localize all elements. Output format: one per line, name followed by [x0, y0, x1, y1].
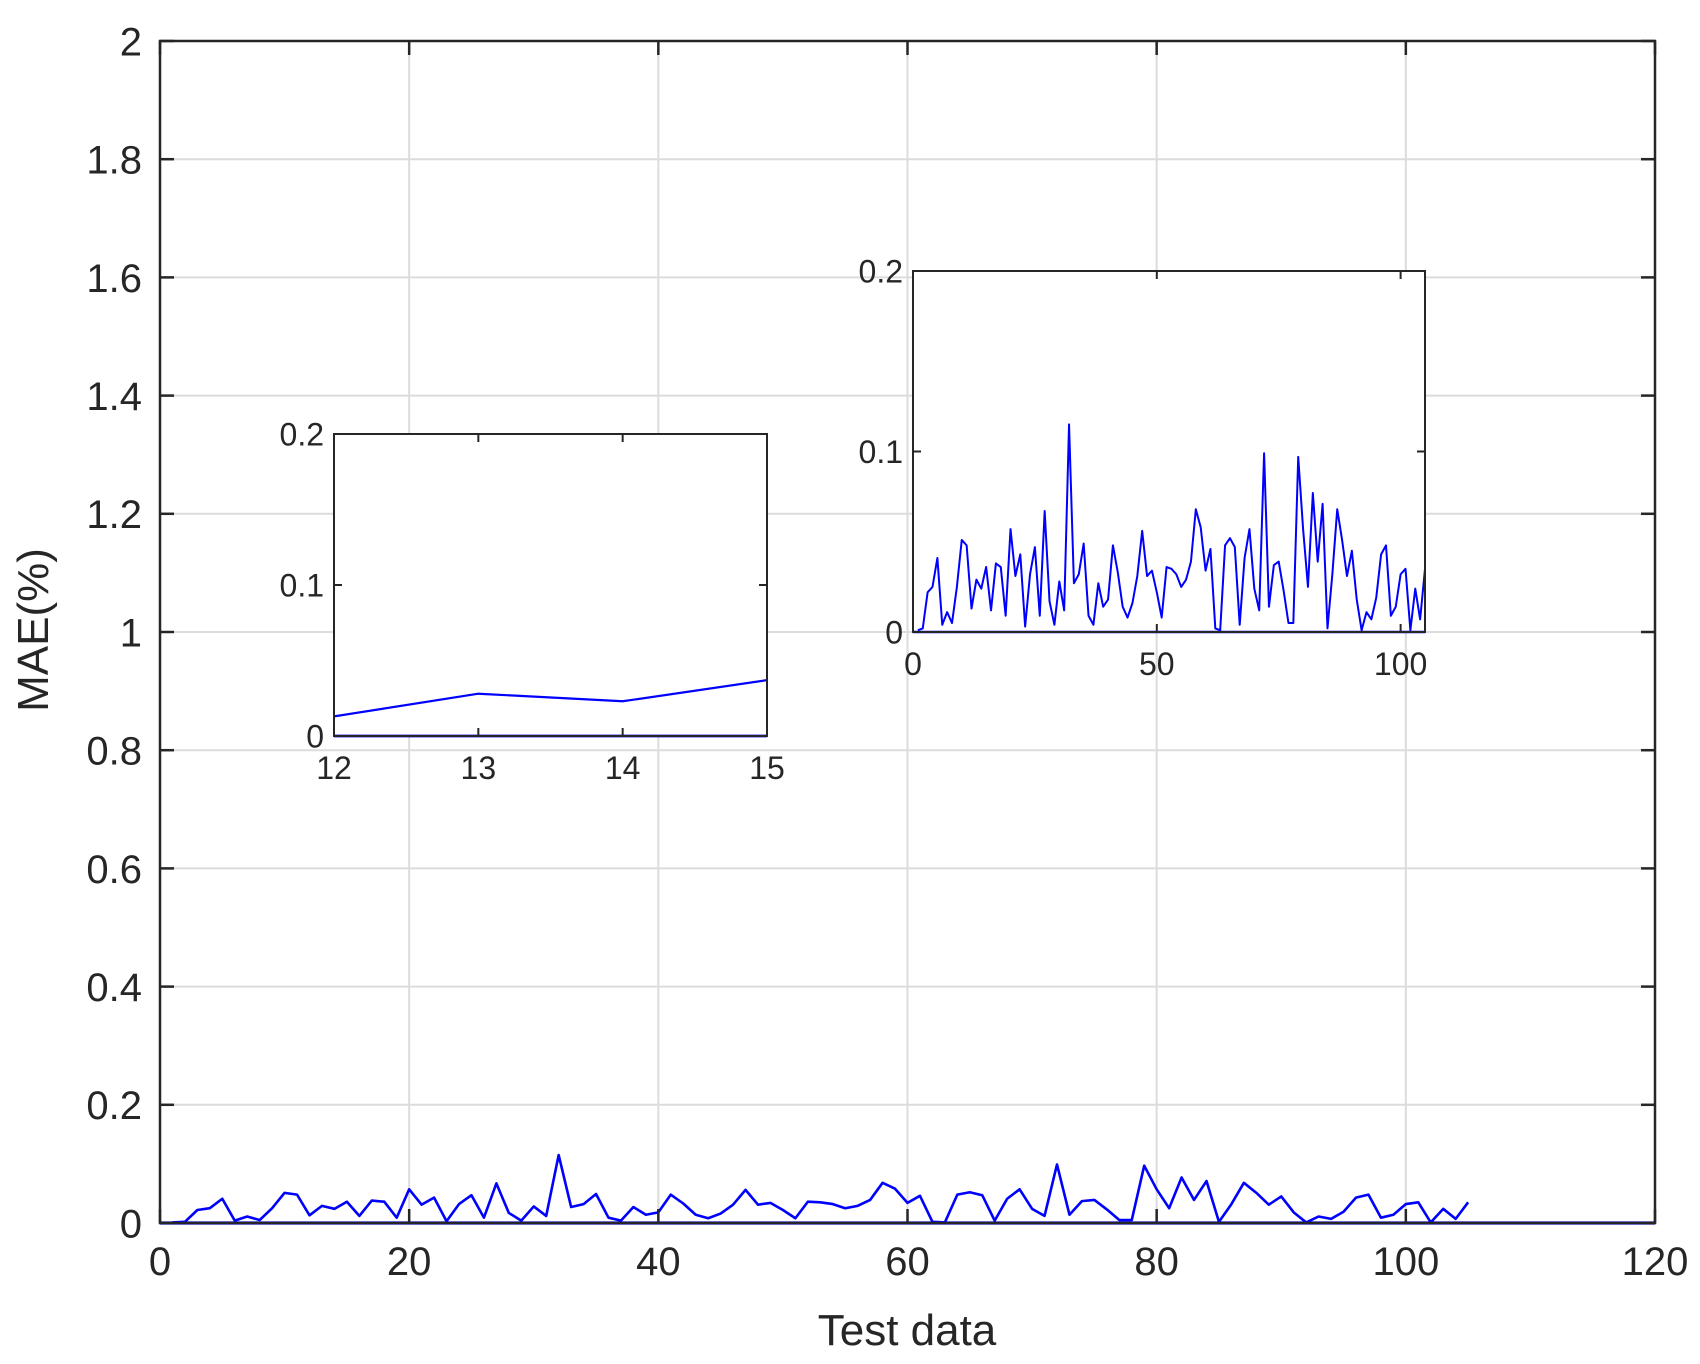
data-series-line: [172, 1153, 1470, 1223]
y-tick-label: 0.4: [86, 966, 142, 1010]
x-tick-label: 14: [605, 750, 641, 786]
x-tick-label: 120: [1622, 1240, 1689, 1284]
inset-chart-full: 0 50 100 0 0.1 0.2: [859, 254, 1428, 682]
y-tick-label: 2: [120, 20, 142, 64]
x-tick-label: 13: [461, 750, 497, 786]
x-tick-label: 12: [316, 750, 352, 786]
y-tick-label: 1.8: [86, 139, 142, 183]
y-tick-label: 0.2: [859, 254, 903, 290]
y-tick-label: 0.8: [86, 730, 142, 774]
y-tick-label: 0.1: [859, 434, 903, 470]
data-series-line: [334, 679, 767, 718]
y-tick-label: 0: [120, 1202, 142, 1246]
x-tick-label: 100: [1374, 646, 1427, 682]
main-chart: 0 20 40 60 80 100 12000.20.40.60.811.21.41.61.…: [86, 20, 1688, 1284]
y-tick-label: 1.4: [86, 375, 142, 419]
x-tick-label: 15: [749, 750, 785, 786]
plot-area: [913, 271, 1425, 632]
y-tick-label: 0: [885, 615, 903, 651]
y-tick-label: 1: [120, 611, 142, 655]
x-tick-label: 50: [1139, 646, 1175, 682]
y-tick-label: 0.1: [280, 568, 324, 604]
x-tick-label: 0: [149, 1240, 171, 1284]
x-axis-title: Test data: [818, 1306, 997, 1355]
x-tick-label: 80: [1134, 1240, 1179, 1284]
y-tick-label: 1.6: [86, 257, 142, 301]
y-tick-label: 1.2: [86, 493, 142, 537]
inset-chart-zoom: 12 13 14 15 0 0.1 0.2: [280, 417, 785, 786]
x-tick-label: 20: [387, 1240, 432, 1284]
y-tick-label: 0.2: [86, 1084, 142, 1128]
data-series-line: [917, 423, 1425, 632]
y-tick-label: 0.6: [86, 848, 142, 892]
y-axis-title: MAE(%): [9, 548, 58, 712]
x-tick-label: 0: [904, 646, 922, 682]
x-tick-label: 40: [636, 1240, 681, 1284]
x-tick-label: 100: [1372, 1240, 1439, 1284]
x-tick-label: 60: [885, 1240, 930, 1284]
y-tick-label: 0: [306, 719, 324, 755]
y-tick-label: 0.2: [280, 417, 324, 453]
plot-area: [334, 434, 767, 736]
